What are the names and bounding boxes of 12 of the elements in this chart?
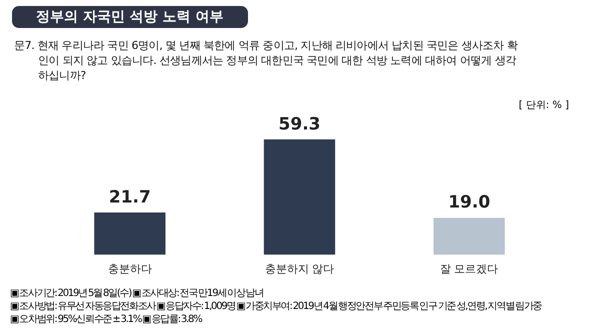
data-label: 19.0	[448, 192, 490, 213]
data-label: 59.3	[278, 114, 320, 134]
text: ▣ 조사방법: 유무선 자동응답전화조사 ▣ 응답자수: 1,009명 ▣ 가중치부여: 2019년 4월 행정안전부 주민등록 인구 기준 성,연령, 지역별 림가중	[10, 300, 542, 313]
x-tick-label: 잘 모르겠다	[440, 263, 498, 276]
chart-title: 정부의 자국민 석방 노력 여부	[12, 6, 248, 28]
text: ▣ 오차범위: 95%신뢰수준 ± 3.1% ▣ 응답률: 3.8%	[10, 313, 204, 326]
x-tick-label: 충분하지 않다	[264, 263, 334, 276]
data-label: 21.7	[108, 187, 151, 208]
x-tick-label: 충분하다	[108, 263, 152, 276]
chart-subtitle: 문7. 현재 우리나라 국민 6명이, 몇 년째 북한에 억류 중이고, 지난해 리비아에서 납치된 국민은 생사조차 확인이 되지 않고 있습니다. 선생님께서는 정부의 대한민국 국민에 대한 석방 노력에 대하여 어떻게 생각하십니까?	[14, 38, 518, 83]
text: [ 단위: % ]	[518, 99, 569, 112]
text: ▣ 조사기간: 2019년 5월 8일(수) ▣ 조사대상: 전국 만19세 이상 남녀	[10, 287, 264, 300]
